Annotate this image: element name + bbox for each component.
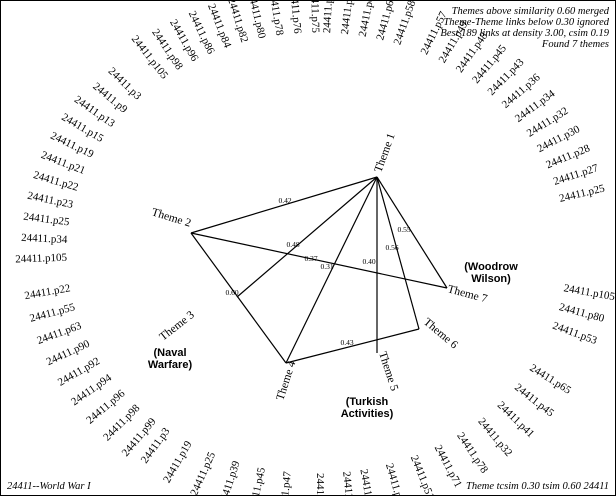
link-weight: 0.60 [225,288,238,297]
theme-label: Theme 2 [150,206,193,229]
passage-label: 24411.p58 [392,1,419,46]
passage-label: 24411.p78 [454,430,490,476]
group-label: (Woodrow [464,261,518,273]
theme-link [285,328,420,364]
passage-label: 24411.p39 [217,459,243,495]
theme-label: Theme 1 [373,132,398,174]
footer-right: Theme tcsim 0.30 tsim 0.60 24411 [466,481,609,492]
link-weight: 0.37 [304,254,317,263]
passage-label: 24411.p76 [287,1,303,35]
theme-link [190,232,448,289]
theme-label: Theme 7 [446,283,489,305]
theme-nodes: Theme 1 Theme 2 Theme 3 Theme 4 Theme 5 Theme… [150,132,489,402]
passage-label: 24411.p37 [383,462,407,495]
passage-label: 24411.p32 [475,416,514,459]
theme-link [190,176,378,234]
passage-label: 24411.p22 [24,282,72,302]
header-notes: Themes above similarity 0.60 merged Them… [440,6,609,50]
theme-link [376,176,420,330]
link-weights: 0.42 0.48 0.31 0.40 0.56 0.55 0.37 0.60 0.43 [225,196,410,347]
passage-label: 24411.p71 [432,443,464,490]
passage-label: 24411.p69 [321,1,335,33]
header-note: Theme-Theme links below 0.30 ignored [443,17,609,28]
theme-links [190,176,448,364]
passage-label: 24411.p23 [26,190,74,211]
passage-label: 24411.p105 [563,282,615,303]
link-weight: 0.43 [340,338,353,347]
passage-label: 24411.p80 [558,301,606,325]
passage-label: 24411.p67 [314,473,326,495]
theme-link [376,176,448,289]
header-note: Best 189 links at density 3.00, csim 0.1… [440,28,609,39]
group-label: (Naval [153,347,186,359]
group-label: Warfare) [148,359,193,371]
passage-label: 24411.p36 [357,468,377,495]
link-weight: 0.48 [286,240,299,249]
theme-link [236,176,378,298]
passage-label: 24411.p75 [308,1,321,34]
group-label: (Turkish [346,396,389,408]
group-label: Activities) [341,408,394,420]
passage-label: 24411.p47 [277,470,294,495]
passage-label: 24411.p78 [266,1,285,37]
passage-label: 24411.p19 [161,439,195,486]
theme-label: Theme 4 [274,359,298,402]
header-note: Found 7 themes [541,39,609,50]
link-weight: 0.55 [397,225,410,234]
theme-label: Theme 6 [421,316,460,351]
passage-label: 24411.p65 [339,1,357,35]
passage-label: 24411.p53 [551,320,599,347]
link-weight: 0.40 [362,257,375,266]
passage-label: 24411.p45 [247,466,268,495]
footer-left: 24411--World War I [7,481,91,492]
link-weight: 0.56 [385,243,398,252]
passage-label: 24411.p51 [408,454,436,495]
passage-label: 24411.p76 [340,471,357,495]
passage-label: 24411.p25 [188,450,218,495]
theme-label: Theme 3 [157,309,197,344]
passage-label: 24411.p63 [357,1,378,38]
header-note: Themes above similarity 0.60 merged [452,6,610,17]
passage-label: 24411.p25 [558,182,606,205]
passage-label: 24411.p105 [15,252,68,266]
link-weight: 0.31 [320,262,333,271]
passage-label: 24411.p34 [21,232,68,246]
passage-ring: 24411.p10524411.p9824411.p9624411.p86244… [15,1,615,495]
theme-link [190,232,287,364]
theme-label: Theme 5 [376,350,400,393]
link-weight: 0.42 [278,196,291,205]
passage-label: 24411.p25 [23,211,71,229]
group-label: Wilson) [471,273,511,285]
theme-link [285,176,378,364]
passage-label: 24411.p55 [28,301,76,325]
